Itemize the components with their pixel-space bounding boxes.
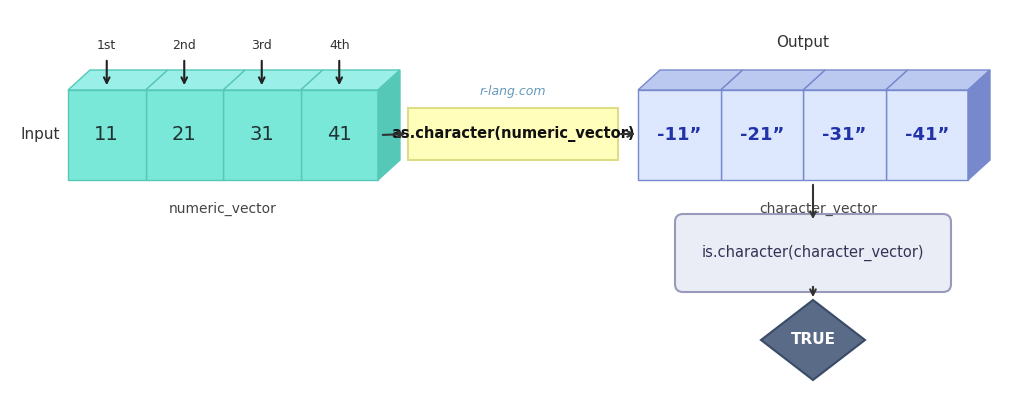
Polygon shape: [886, 90, 968, 180]
Polygon shape: [300, 70, 400, 90]
Polygon shape: [803, 70, 907, 90]
Polygon shape: [638, 70, 742, 90]
Text: ‑31”: ‑31”: [822, 126, 866, 144]
Text: 2nd: 2nd: [172, 39, 197, 52]
Polygon shape: [378, 70, 400, 180]
FancyBboxPatch shape: [408, 108, 618, 160]
Text: Output: Output: [776, 35, 829, 50]
Text: 41: 41: [327, 126, 351, 145]
Text: ‑11”: ‑11”: [657, 126, 701, 144]
Text: as.character(numeric_vector): as.character(numeric_vector): [391, 126, 635, 142]
Polygon shape: [68, 70, 168, 90]
Text: 21: 21: [172, 126, 197, 145]
Polygon shape: [68, 90, 145, 180]
Text: 4th: 4th: [329, 39, 349, 52]
Text: is.character(character_vector): is.character(character_vector): [701, 245, 925, 261]
Polygon shape: [721, 70, 825, 90]
Text: 11: 11: [94, 126, 119, 145]
Text: r-lang.com: r-lang.com: [480, 85, 546, 98]
Polygon shape: [968, 70, 990, 180]
Polygon shape: [803, 90, 886, 180]
Polygon shape: [886, 70, 990, 90]
Text: character_vector: character_vector: [759, 202, 877, 216]
Text: 31: 31: [250, 126, 274, 145]
Polygon shape: [761, 300, 865, 380]
Text: 3rd: 3rd: [251, 39, 272, 52]
Text: ‑21”: ‑21”: [739, 126, 784, 144]
Text: Input: Input: [20, 128, 60, 143]
Polygon shape: [638, 90, 721, 180]
Text: TRUE: TRUE: [791, 333, 836, 348]
Text: numeric_vector: numeric_vector: [169, 202, 276, 216]
Polygon shape: [145, 90, 223, 180]
Polygon shape: [223, 70, 323, 90]
Polygon shape: [300, 90, 378, 180]
Text: ‑41”: ‑41”: [904, 126, 949, 144]
Text: 1st: 1st: [97, 39, 117, 52]
Polygon shape: [721, 90, 803, 180]
FancyBboxPatch shape: [675, 214, 951, 292]
Polygon shape: [223, 90, 300, 180]
Polygon shape: [145, 70, 245, 90]
